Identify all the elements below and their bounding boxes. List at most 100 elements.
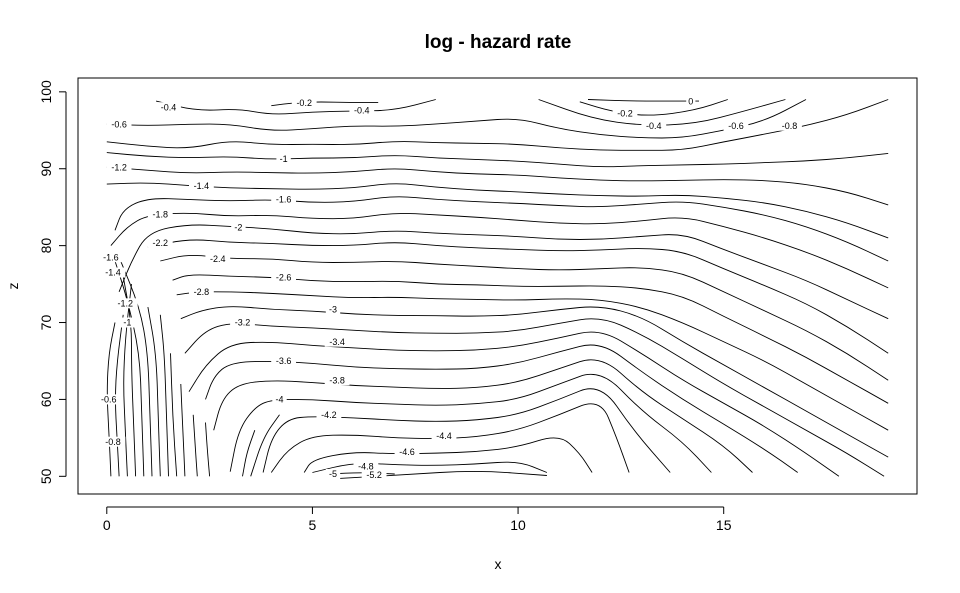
contour-label-bg — [100, 436, 126, 447]
contour-label: -1.2 — [111, 162, 127, 172]
contour-label: -1.4 — [194, 181, 210, 191]
contour-label: -5.2 — [366, 470, 382, 480]
contour-label: -4.4 — [436, 431, 452, 441]
contour-line — [114, 196, 889, 262]
contour-label-bg — [147, 237, 173, 248]
contour-label: -0.4 — [646, 121, 662, 131]
contour-line — [579, 99, 728, 116]
contour-label-bg — [431, 430, 457, 441]
contour-lines — [106, 99, 889, 480]
contour-label: -2.8 — [194, 287, 210, 297]
x-axis-title: x — [495, 556, 502, 572]
contour-label-bg — [272, 394, 287, 405]
contour-label-bg — [100, 267, 126, 278]
contour-label-bg — [271, 194, 296, 205]
contour-label-bg — [641, 120, 667, 131]
x-axis: 0 5 10 15 — [103, 506, 732, 533]
contour-label: -4.6 — [399, 447, 415, 457]
plot-frame — [77, 77, 918, 495]
contour-line — [229, 373, 712, 473]
x-tick-label: 10 — [510, 517, 526, 533]
contour-label-bg — [147, 209, 173, 220]
contour-label-bg — [271, 272, 296, 283]
chart-title: log - hazard rate — [425, 32, 572, 53]
contour-line — [337, 470, 547, 480]
contour-line — [110, 212, 889, 289]
contour-line — [160, 255, 889, 381]
contour-line — [184, 318, 885, 477]
contour-line — [205, 422, 211, 477]
contour-line — [118, 224, 889, 320]
contour-label-bg — [612, 108, 638, 119]
contour-label: -2.6 — [276, 272, 292, 282]
contour-label: -1.4 — [105, 268, 121, 278]
contour-label-bg — [230, 317, 255, 328]
contour-label: -1 — [280, 154, 288, 164]
contour-line — [106, 322, 116, 477]
contour-line — [262, 388, 671, 473]
contour-label-bg — [271, 356, 296, 366]
contour-label: -0.8 — [782, 121, 798, 131]
y-tick-label: 100 — [38, 80, 54, 104]
contour-label-bg — [325, 469, 341, 479]
contour-line — [250, 414, 280, 477]
contour-label-bg — [361, 469, 387, 480]
contour-line — [303, 437, 593, 473]
contour-label: -0.2 — [617, 109, 633, 119]
contour-label-bg — [189, 286, 214, 297]
x-tick-label: 5 — [309, 517, 317, 533]
contour-line — [176, 291, 889, 431]
contour-line — [147, 307, 161, 477]
contour-label-bg — [723, 120, 749, 131]
contour-label-bg — [291, 97, 317, 108]
contour-label-bg — [394, 446, 420, 457]
contour-label: -3.2 — [235, 318, 251, 328]
contour-label: -1.2 — [118, 299, 134, 309]
contour-label: -1.8 — [153, 209, 169, 219]
contour-label: -0.8 — [105, 437, 121, 447]
contour-label: -3.6 — [276, 356, 292, 366]
contour-label: -0.4 — [161, 102, 177, 112]
contour-line — [106, 99, 889, 151]
contour-line — [170, 353, 178, 477]
contour-label: -3 — [329, 305, 337, 315]
contour-label-bg — [777, 120, 802, 131]
contour-label-bg — [349, 105, 375, 116]
y-tick-label: 80 — [38, 238, 54, 254]
contour-label-bg — [324, 375, 350, 386]
contour-label: -2.2 — [153, 238, 169, 248]
contour-line — [188, 331, 840, 477]
contour-line — [123, 284, 132, 477]
contour-line — [106, 152, 889, 168]
contour-label: -0.4 — [354, 106, 370, 116]
contour-line — [118, 257, 153, 477]
contour-label-bg — [120, 317, 135, 328]
contour-label: -1 — [123, 318, 131, 328]
contour-label: -2.4 — [210, 254, 226, 264]
contour-label-bg — [98, 252, 124, 263]
contour-labels: 0 -0.2 -0.2 -0.4 -0.4 -0.4 -0.6 -0.6 -0.8 -1 -1.2 -… — [96, 96, 802, 480]
contour-label-bg — [686, 96, 696, 107]
contour-line — [172, 274, 889, 404]
contour-label-bg — [353, 461, 379, 472]
contour-label-bg — [276, 153, 291, 164]
contour-label: -0.2 — [296, 98, 312, 108]
contour-line — [147, 239, 889, 354]
contour-label-bg — [205, 253, 231, 264]
contour-label: -1.6 — [103, 252, 119, 262]
contour-label: -4.8 — [358, 462, 374, 472]
contour-label-bg — [324, 336, 350, 347]
contour-line — [192, 414, 198, 477]
contour-label: -1.6 — [276, 195, 292, 205]
contour-line — [312, 461, 548, 473]
contour-label-bg — [325, 304, 341, 315]
contour-label-bg — [112, 298, 138, 309]
x-tick-label: 15 — [716, 517, 732, 533]
contour-label: 0 — [688, 96, 693, 106]
contour-label: -3.4 — [329, 337, 345, 347]
y-axis-title: z — [5, 283, 21, 290]
contour-label-bg — [106, 119, 132, 130]
contour-line — [159, 314, 169, 477]
contour-label: -4 — [275, 395, 283, 405]
